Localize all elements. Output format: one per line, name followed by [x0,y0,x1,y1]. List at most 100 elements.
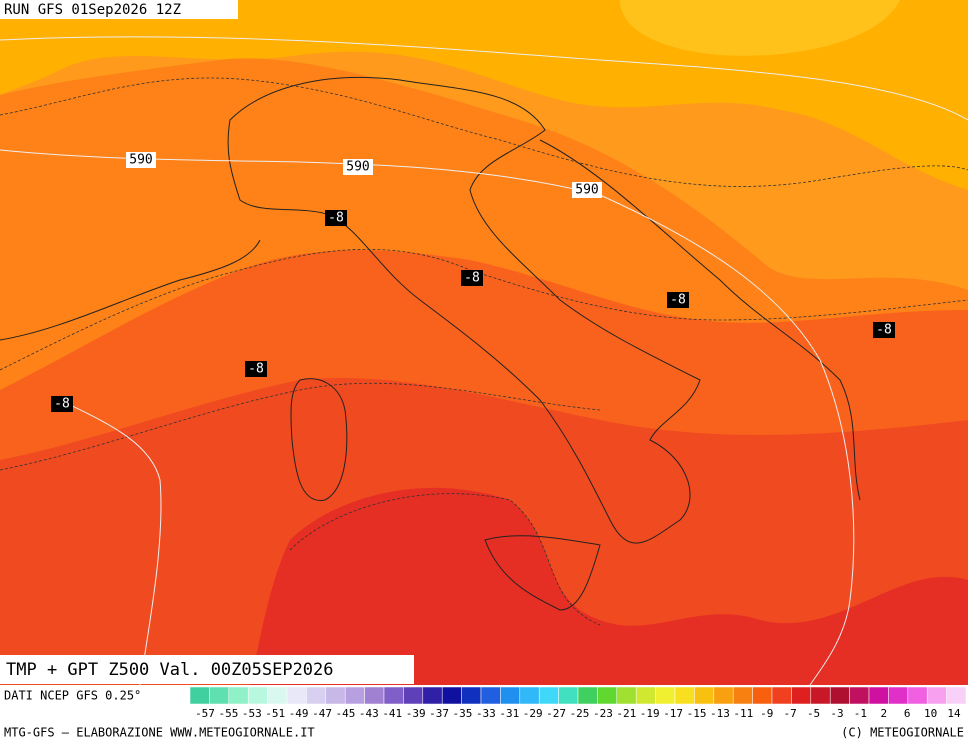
colorbar-swatch [403,686,424,705]
contour-label: 590 [129,153,152,168]
colorbar-swatch [364,686,385,705]
colorbar-label: -17 [663,707,683,720]
source-label: DATI NCEP GFS 0.25° [4,689,141,703]
coastlines [0,76,861,611]
balkan-coast [539,139,861,501]
colorbar-swatch [791,686,812,705]
colorbar-label: -19 [640,707,660,720]
colorbar-label: -45 [336,707,356,720]
colorbar-label: -31 [499,707,519,720]
colorbar-label: -49 [289,707,309,720]
caption-box [0,655,414,684]
colorbar-swatch [888,686,909,705]
warm-zone [250,487,968,685]
colorbar-label: -23 [593,707,613,720]
colorbar-swatch [771,686,792,705]
colorbar-label: 14 [947,707,961,720]
colorbar-label: 6 [904,707,911,720]
colorbar-label: -7 [784,707,797,720]
colorbar-label: -11 [733,707,753,720]
colorbar-swatch [480,686,501,705]
temp-label: -8 [328,211,344,226]
contour-label: 590 [575,183,598,198]
colorbar-swatch [655,686,676,705]
colorbar-label: -3 [830,707,843,720]
colorbar-label: -29 [523,707,543,720]
colorbar-swatch [344,686,365,705]
warm-zone [620,0,900,56]
colorbar-label: -15 [687,707,707,720]
colorbar-swatch [829,686,850,705]
colorbar-label: -13 [710,707,730,720]
sicily [484,535,601,611]
colorbar-swatch [810,686,831,705]
colorbar-swatch [616,686,637,705]
colorbar-swatch [849,686,870,705]
colorbar-label: -33 [476,707,496,720]
colorbar-swatch [228,686,249,705]
colorbar-label: -35 [453,707,473,720]
colorbar-swatch [946,686,967,705]
colorbar-swatch [383,686,404,705]
colorbar-swatch [247,686,268,705]
colorbar-label: -9 [760,707,773,720]
colorbar-swatch [635,686,656,705]
france-coast [0,239,261,341]
colorbar-swatch [597,686,618,705]
colorbar-label: 10 [924,707,937,720]
sardinia [290,378,348,501]
colorbar-swatch [519,686,540,705]
run-label: RUN GFS 01Sep2026 12Z [4,2,181,18]
colorbar-label: -47 [312,707,332,720]
footer-right: (C) METEOGIORNALE [841,726,964,740]
run-box [0,0,238,19]
colorbar-swatch [306,686,327,705]
colorbar-swatch [907,686,928,705]
colorbar-swatch [441,686,462,705]
colorbar-swatch [209,686,230,705]
temp-label: -8 [670,293,686,308]
colorbar-swatch [926,686,947,705]
colorbar-label: -41 [382,707,402,720]
colorbar-swatch [674,686,695,705]
contour-label: 590 [346,160,369,175]
colorbar-label: -39 [406,707,426,720]
colorbar-label: -57 [195,707,215,720]
geopotential-lines [0,36,968,686]
colorbar-swatch [868,686,889,705]
temp-label: -8 [248,362,264,377]
colorbar-swatch [500,686,521,705]
colorbar-swatch [694,686,715,705]
colorbar-swatch [732,686,753,705]
colorbar-label: -27 [546,707,566,720]
colorbar-label: -37 [429,707,449,720]
temperature-labels: -8 -8 -8 -8 -8 -8 -8 [51,210,895,412]
colorbar-swatch [577,686,598,705]
colorbar-label: -5 [807,707,820,720]
colorbar-swatch [325,686,346,705]
colorbar-swatch [713,686,734,705]
footer-left: MTG-GFS — ELABORAZIONE WWW.METEOGIORNALE… [4,726,315,740]
temp-label: -8 [464,271,480,286]
colorbar-label: -1 [854,707,867,720]
colorbar-swatch [461,686,482,705]
temp-label: -8 [54,397,70,412]
caption: TMP + GPT Z500 Val. 00Z05SEP2026 [6,660,334,680]
colorbar-swatch [267,686,288,705]
colorbar-label: -43 [359,707,379,720]
colorbar-swatch [538,686,559,705]
colorbar: -57 -55 -53 -51 -49 -47 -45 -43 -41 -39 -37 -35 -33-… [189,686,967,720]
colorbar-label: -25 [570,707,590,720]
colorbar-label: 2 [880,707,887,720]
colorbar-swatch [752,686,773,705]
colorbar-label: -55 [218,707,238,720]
colorbar-swatch [286,686,307,705]
italy [227,76,701,544]
colorbar-swatch [558,686,579,705]
colorbar-swatch [422,686,443,705]
temp-label: -8 [876,323,892,338]
colorbar-label: -53 [242,707,262,720]
colorbar-swatch [189,686,210,705]
